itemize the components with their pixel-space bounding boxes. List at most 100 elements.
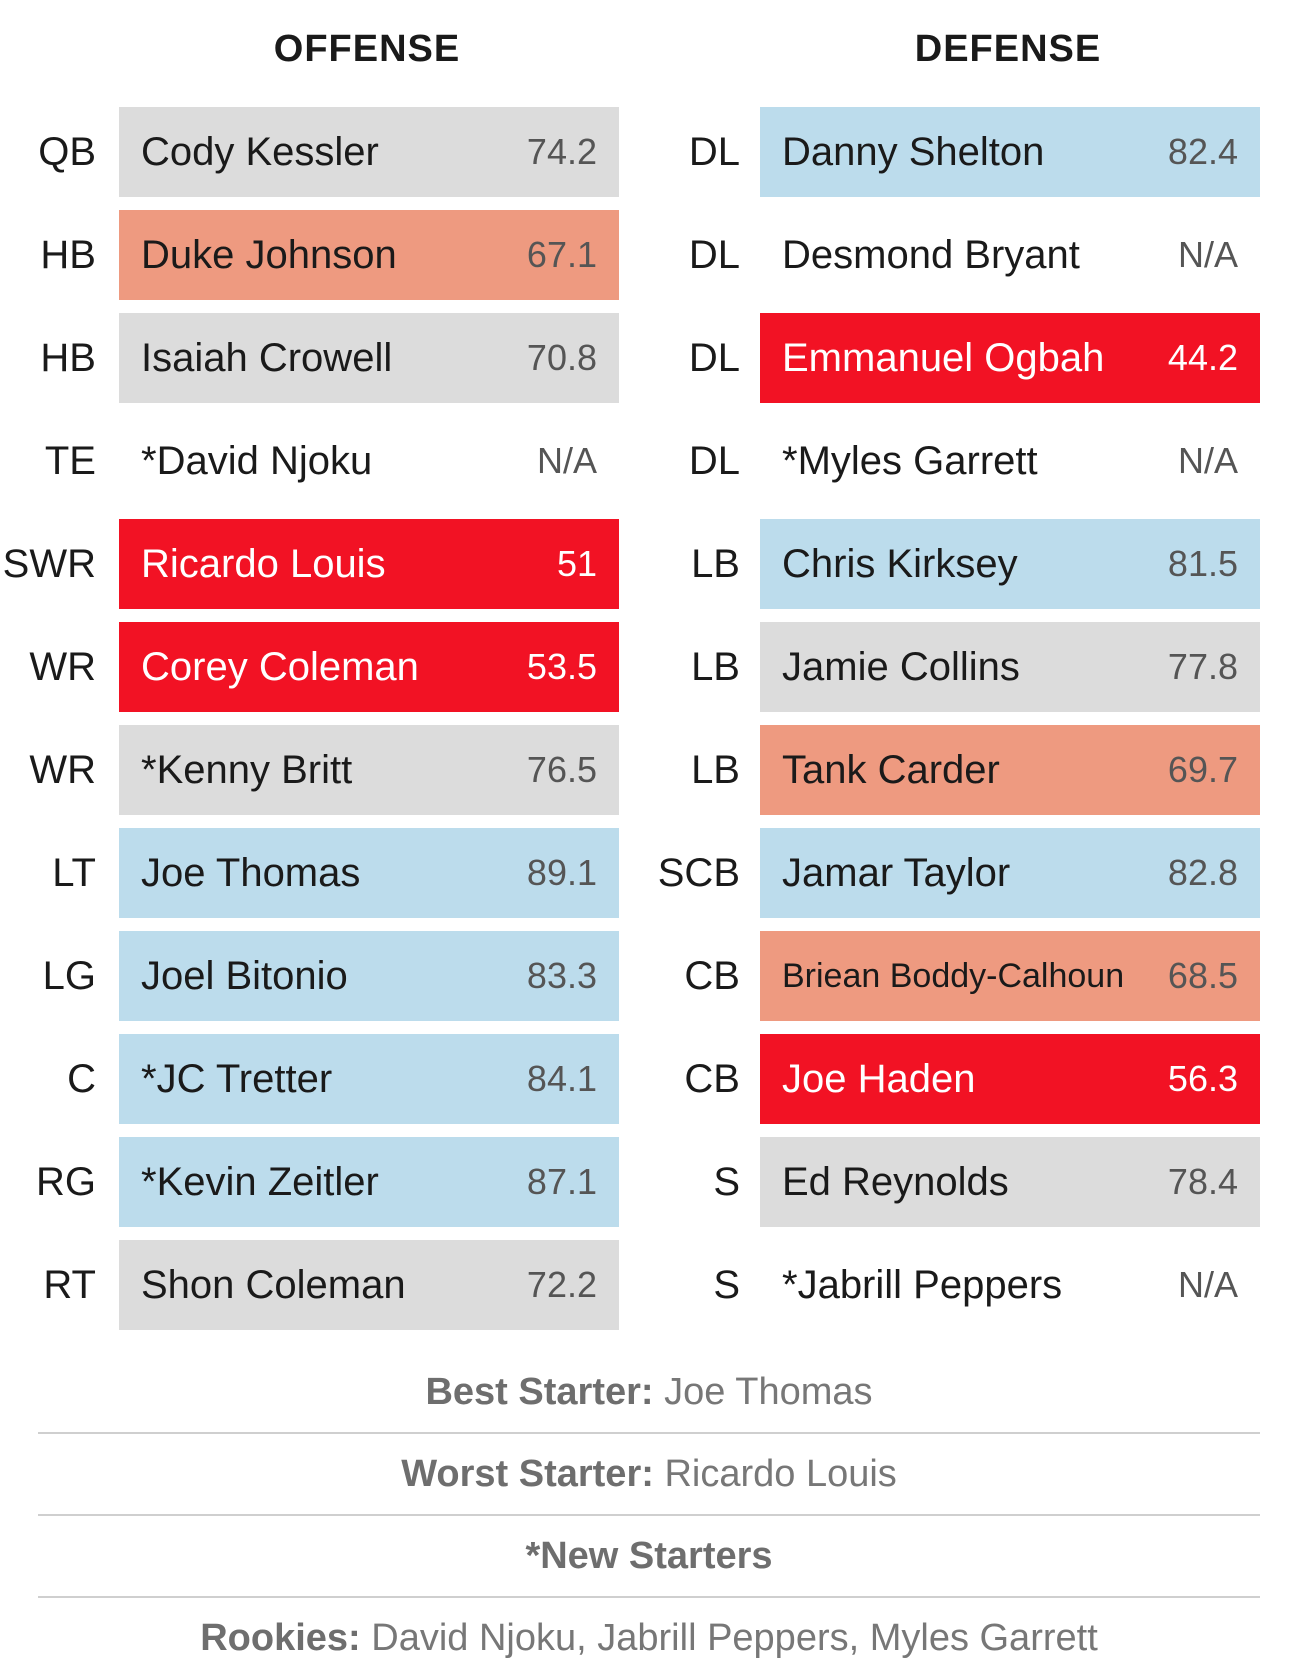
new-starters-row: *New Starters — [38, 1516, 1260, 1598]
best-starter-row: Best Starter: Joe Thomas — [38, 1352, 1260, 1434]
position-label: QB — [38, 130, 96, 174]
worst-starter-row: Worst Starter: Ricardo Louis — [38, 1434, 1260, 1516]
offense-heading: OFFENSE — [273, 28, 461, 70]
player-grade: 76.5 — [526, 749, 597, 790]
player-grade-bar: Tank Carder 69.7 — [760, 725, 1260, 815]
player-name: Desmond Bryant — [782, 232, 1080, 277]
position-label: CB — [684, 954, 740, 998]
position-label: LB — [691, 645, 740, 689]
player-grade-bar: *Kenny Britt 76.5 — [119, 725, 619, 815]
player-name: *Jabrill Peppers — [782, 1262, 1063, 1307]
player-name: Isaiah Crowell — [141, 335, 393, 380]
player-grade-bar: Cody Kessler 74.2 — [119, 107, 619, 197]
player-grade-bar: *Kevin Zeitler 87.1 — [119, 1137, 619, 1227]
best-starter-label: Best Starter: — [425, 1371, 654, 1413]
player-name: Joe Haden — [782, 1056, 976, 1101]
player-grade-bar: Joel Bitonio 83.3 — [119, 931, 619, 1021]
player-grade: 83.3 — [526, 955, 597, 996]
player-name: Joel Bitonio — [141, 953, 348, 998]
player-grade: N/A — [1177, 1264, 1238, 1305]
player-name: Jamar Taylor — [782, 850, 1011, 895]
position-label: CB — [684, 1057, 740, 1101]
player-grade: N/A — [1177, 440, 1238, 481]
player-grade: 67.1 — [526, 234, 597, 275]
position-label: SCB — [657, 851, 740, 895]
player-name: *Kenny Britt — [141, 747, 353, 792]
position-label: TE — [44, 439, 96, 483]
player-name: Joe Thomas — [141, 850, 361, 895]
position-label: HB — [40, 233, 96, 277]
player-grade: 68.5 — [1167, 955, 1238, 996]
position-label: DL — [688, 233, 740, 277]
worst-starter-label: Worst Starter: — [401, 1453, 654, 1495]
player-name: Ricardo Louis — [141, 541, 386, 586]
player-grade-bar: Ricardo Louis 51 — [119, 519, 619, 609]
player-grade: 74.2 — [526, 131, 597, 172]
player-grade: 82.8 — [1167, 852, 1238, 893]
player-grade: 81.5 — [1167, 543, 1238, 584]
position-label: SWR — [2, 542, 96, 586]
rookies-value: David Njoku, Jabrill Peppers, Myles Garr… — [371, 1617, 1098, 1659]
player-grade-bar: Desmond Bryant N/A — [760, 210, 1260, 300]
player-name: *JC Tretter — [141, 1056, 333, 1101]
player-grade: 77.8 — [1167, 646, 1238, 687]
player-grade: N/A — [1177, 234, 1238, 275]
position-label: LB — [691, 542, 740, 586]
player-grade: 51 — [556, 543, 597, 584]
player-grade: 70.8 — [526, 337, 597, 378]
player-grade: 89.1 — [526, 852, 597, 893]
position-label: S — [713, 1263, 740, 1307]
rookies-row: Rookies: David Njoku, Jabrill Peppers, M… — [38, 1598, 1260, 1678]
player-grade: 72.2 — [526, 1264, 597, 1305]
summary-footer: Best Starter: Joe Thomas Worst Starter: … — [38, 1352, 1260, 1678]
player-name: Tank Carder — [782, 747, 1000, 792]
player-grade-bar: Emmanuel Ogbah 44.2 — [760, 313, 1260, 403]
player-name: Duke Johnson — [141, 232, 397, 277]
player-grade-bar: Ed Reynolds 78.4 — [760, 1137, 1260, 1227]
position-label: C — [67, 1057, 96, 1101]
position-label: RG — [36, 1160, 96, 1204]
player-grade-bar: Corey Coleman 53.5 — [119, 622, 619, 712]
player-name: Chris Kirksey — [782, 541, 1018, 586]
player-grade-bar: Jamar Taylor 82.8 — [760, 828, 1260, 918]
best-starter-value: Joe Thomas — [664, 1371, 873, 1413]
player-grade-bar: *David Njoku N/A — [119, 416, 619, 506]
player-name: Shon Coleman — [141, 1262, 406, 1307]
player-grade-bar: *Jabrill Peppers N/A — [760, 1240, 1260, 1330]
position-label: DL — [688, 130, 740, 174]
player-grade: 87.1 — [526, 1161, 597, 1202]
player-name: Ed Reynolds — [782, 1159, 1009, 1204]
position-label: S — [713, 1160, 740, 1204]
player-grade-bar: Jamie Collins 77.8 — [760, 622, 1260, 712]
player-grade-bar: *JC Tretter 84.1 — [119, 1034, 619, 1124]
player-grade: 69.7 — [1167, 749, 1238, 790]
position-label: RT — [43, 1263, 96, 1307]
player-name: *Kevin Zeitler — [141, 1159, 379, 1204]
player-grade-bar: Shon Coleman 72.2 — [119, 1240, 619, 1330]
position-label: WR — [29, 748, 96, 792]
player-grade: 84.1 — [526, 1058, 597, 1099]
player-grade: 44.2 — [1167, 337, 1238, 378]
player-grade-bar: Isaiah Crowell 70.8 — [119, 313, 619, 403]
player-grade-bar: Joe Thomas 89.1 — [119, 828, 619, 918]
position-label: WR — [29, 645, 96, 689]
player-grade: 53.5 — [526, 646, 597, 687]
player-name: *Myles Garrett — [782, 438, 1038, 483]
player-grade-bar: Chris Kirksey 81.5 — [760, 519, 1260, 609]
player-grade: 56.3 — [1167, 1058, 1238, 1099]
position-label: HB — [40, 336, 96, 380]
player-grade-bar: Briean Boddy-Calhoun 68.5 — [760, 931, 1260, 1021]
player-name: Jamie Collins — [782, 644, 1020, 689]
player-name: Emmanuel Ogbah — [782, 335, 1105, 380]
rookies-label: Rookies: — [200, 1617, 361, 1659]
player-name: Danny Shelton — [782, 129, 1045, 174]
player-name: Corey Coleman — [141, 644, 419, 689]
player-name: Briean Boddy-Calhoun — [782, 956, 1125, 995]
player-grade-bar: Joe Haden 56.3 — [760, 1034, 1260, 1124]
player-grade: 78.4 — [1167, 1161, 1238, 1202]
player-grade: N/A — [536, 440, 597, 481]
new-starters-note: *New Starters — [525, 1535, 773, 1577]
position-label: LT — [52, 851, 96, 895]
defense-heading: DEFENSE — [914, 28, 1102, 70]
player-name: *David Njoku — [141, 438, 373, 483]
